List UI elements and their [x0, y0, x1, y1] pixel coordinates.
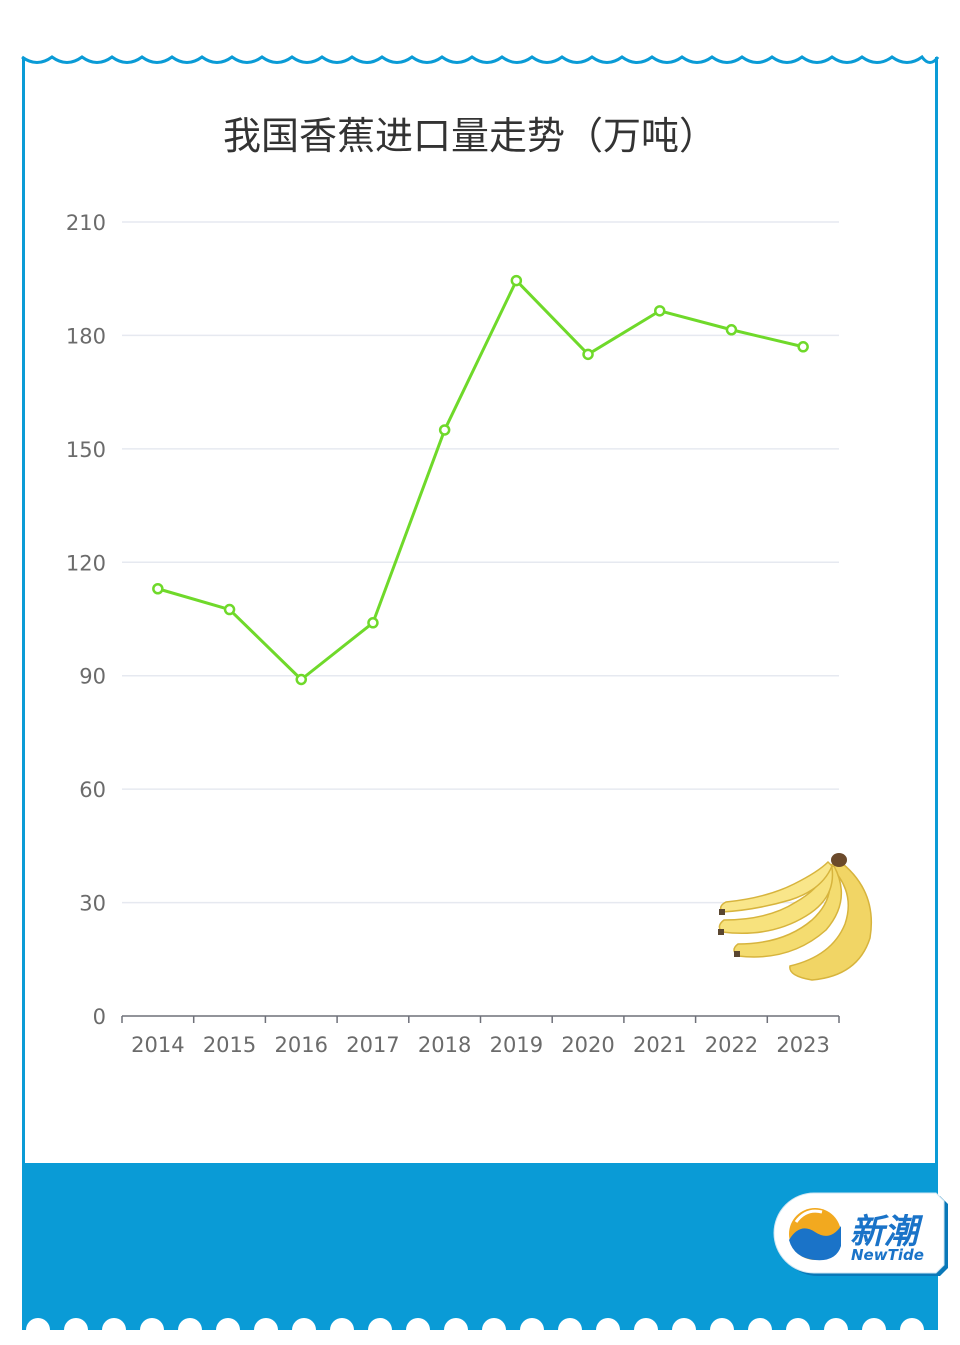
x-tick-label: 2022: [705, 1033, 758, 1057]
y-tick-label: 180: [66, 324, 106, 348]
y-tick-label: 0: [93, 1005, 106, 1029]
card-left-border: [22, 57, 25, 1167]
x-tick-label: 2014: [131, 1033, 184, 1057]
scalloped-bottom-edge: [0, 1318, 960, 1345]
card-right-border: [935, 57, 938, 1167]
x-tick-label: 2020: [561, 1033, 614, 1057]
data-point: [725, 324, 738, 336]
x-axis: 2014 2015 2016 2017 2018 2019 2020 2021 2022 2023: [121, 1015, 840, 1057]
data-point: [438, 424, 451, 436]
grid-lines: [122, 221, 839, 904]
y-tick-label: 90: [79, 665, 106, 689]
data-point: [654, 305, 666, 317]
y-axis-ticks: 0 30 60 90 120 150 180 210: [66, 211, 106, 1029]
y-tick-label: 120: [66, 551, 106, 575]
x-tick-label: 2015: [203, 1033, 256, 1057]
data-point: [510, 274, 523, 287]
x-tick-label: 2016: [275, 1033, 328, 1057]
y-tick-label: 150: [66, 438, 106, 462]
x-tick-label: 2021: [633, 1033, 686, 1057]
data-point: [797, 341, 809, 353]
newtide-logo-icon: 新潮 NewTide: [773, 1192, 948, 1276]
chart-title: 我国香蕉进口量走势（万吨）: [223, 114, 717, 158]
x-tick-label: 2023: [776, 1033, 829, 1057]
x-tick-label: 2017: [346, 1033, 399, 1057]
series-line-layer: [157, 279, 804, 681]
series-points: [152, 274, 809, 686]
x-tick-label: 2019: [490, 1033, 543, 1057]
data-point: [152, 583, 164, 595]
x-tick-label: 2018: [418, 1033, 471, 1057]
y-tick-label: 60: [79, 778, 106, 802]
banana-icon: [718, 853, 873, 981]
y-tick-label: 30: [79, 892, 106, 916]
brand-name-cn: 新潮: [850, 1212, 924, 1252]
wavy-top-border: [21, 54, 940, 64]
brand-name-en: NewTide: [851, 1246, 924, 1264]
series-line: [157, 279, 804, 681]
data-point: [295, 673, 307, 686]
card-background: [24, 57, 936, 1165]
data-point: [582, 348, 594, 361]
y-tick-label: 210: [66, 211, 106, 235]
data-point: [223, 603, 236, 616]
data-point: [367, 617, 379, 629]
